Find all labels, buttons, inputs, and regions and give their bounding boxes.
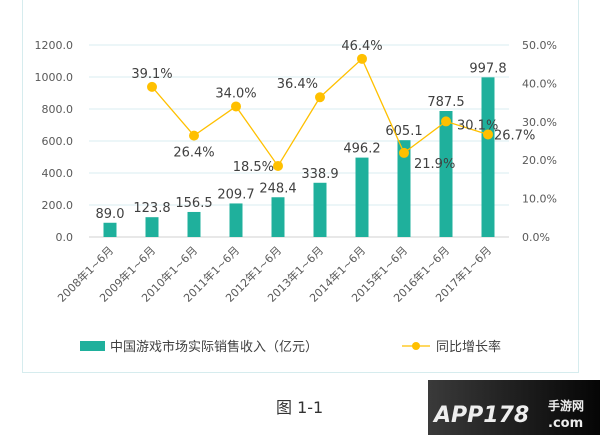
right-tick-label: 0.0%	[522, 231, 550, 244]
left-tick-label: 0.0	[56, 231, 74, 244]
right-tick-label: 50.0%	[522, 39, 557, 52]
left-tick-label: 600.0	[42, 135, 74, 148]
bar-data-label: 997.8	[469, 61, 506, 76]
growth-point	[273, 160, 283, 171]
bar	[229, 203, 243, 237]
growth-point	[189, 130, 199, 141]
svg-text:手游网: 手游网	[548, 398, 584, 413]
left-tick-label: 1200.0	[35, 39, 74, 52]
bar	[145, 217, 159, 237]
growth-data-label: 26.7%	[494, 128, 535, 143]
growth-point	[483, 129, 493, 140]
svg-text:.com: .com	[548, 416, 583, 431]
right-tick-label: 20.0%	[522, 154, 557, 167]
left-tick-label: 1000.0	[35, 71, 74, 84]
growth-point	[441, 116, 451, 127]
bar	[271, 197, 285, 237]
bar-data-label: 156.5	[175, 196, 212, 211]
bar-data-label: 338.9	[301, 167, 338, 182]
growth-data-label: 46.4%	[341, 39, 382, 54]
bar	[103, 222, 117, 237]
bar-data-label: 123.8	[133, 201, 170, 216]
growth-point	[231, 101, 241, 112]
bar-data-label: 248.4	[259, 181, 296, 196]
growth-point	[357, 53, 367, 64]
bar	[439, 111, 453, 237]
growth-point	[399, 147, 409, 158]
growth-data-label: 39.1%	[131, 67, 172, 82]
growth-point	[315, 92, 325, 103]
left-tick-label: 400.0	[42, 167, 74, 180]
svg-text:APP178: APP178	[432, 403, 529, 428]
bar	[355, 157, 369, 237]
bar-data-label: 496.2	[343, 142, 380, 157]
bar-data-label: 209.7	[217, 187, 254, 202]
bar	[481, 77, 495, 238]
growth-point	[147, 81, 157, 92]
right-tick-label: 40.0%	[522, 77, 557, 90]
growth-data-label: 21.9%	[414, 157, 455, 172]
right-tick-label: 10.0%	[522, 193, 557, 206]
legend-bar-label: 中国游戏市场实际销售收入（亿元）	[110, 339, 318, 355]
bar-data-label: 89.0	[96, 207, 125, 222]
chart-frame	[22, 0, 579, 373]
left-tick-label: 800.0	[42, 103, 74, 116]
bar-data-label: 787.5	[427, 95, 464, 110]
bar	[313, 182, 327, 237]
figure-caption: 图 1-1	[276, 398, 324, 417]
growth-data-label: 36.4%	[277, 77, 318, 92]
bar	[187, 211, 201, 237]
left-tick-label: 200.0	[42, 199, 74, 212]
legend-bar-swatch	[80, 341, 105, 351]
right-tick-label: 30.0%	[522, 116, 557, 129]
growth-data-label: 18.5%	[233, 160, 274, 175]
growth-data-label: 34.0%	[215, 86, 256, 101]
bar-data-label: 605.1	[385, 124, 422, 139]
watermark-logo: APP178 手游网 .com	[428, 380, 600, 435]
growth-data-label: 30.1%	[457, 118, 498, 133]
growth-data-label: 26.4%	[173, 146, 214, 161]
legend-line-label: 同比增长率	[436, 339, 501, 355]
legend-line-marker	[412, 342, 420, 350]
chart: 0.0 200.0 400.0 600.0 800.0 1000.0 1200.0 0.0% 1…	[35, 39, 557, 355]
bar	[397, 140, 411, 237]
